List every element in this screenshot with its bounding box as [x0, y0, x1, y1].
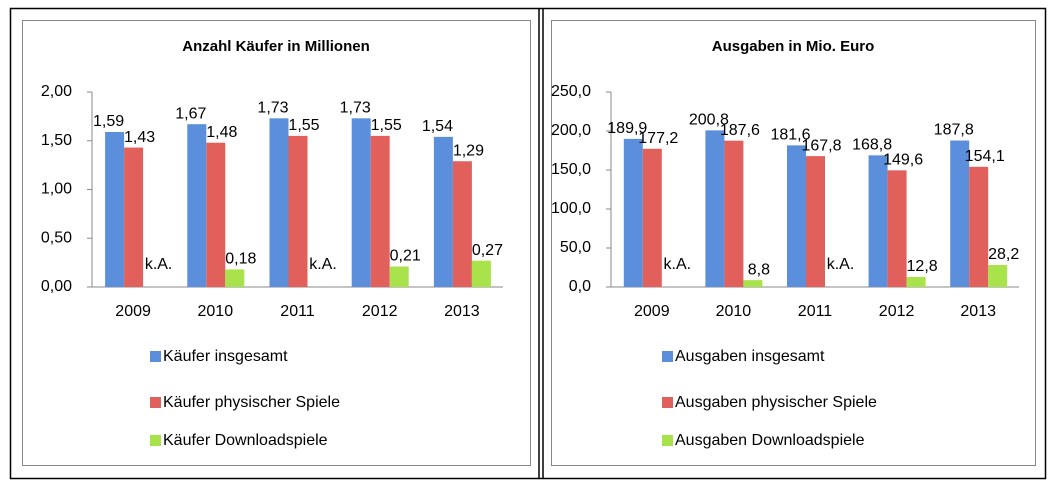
data-label: 12,8 [907, 258, 938, 275]
data-label: 149,6 [883, 152, 923, 169]
data-label: k.A. [309, 256, 337, 273]
bar [351, 118, 371, 287]
data-label: 0,21 [390, 248, 421, 265]
bar [743, 280, 763, 287]
bar [724, 140, 744, 287]
bar [370, 135, 390, 287]
data-label: 1,54 [422, 118, 453, 135]
data-label: 167,8 [801, 137, 841, 154]
legend-label: Ausgaben physischer Spiele [675, 394, 877, 411]
x-tick-label: 2012 [879, 303, 915, 320]
y-tick-label: 0,0 [569, 278, 591, 295]
bar [269, 118, 289, 287]
data-label: 0,18 [225, 251, 256, 268]
data-label: 177,2 [638, 130, 678, 147]
data-label: 1,55 [288, 117, 319, 134]
x-tick-label: 2011 [798, 303, 833, 320]
bar [868, 155, 888, 287]
data-label: 181,6 [770, 127, 810, 144]
data-label: k.A. [664, 256, 692, 273]
x-tick-label: 2013 [960, 303, 996, 320]
bar [187, 124, 207, 287]
y-tick-label: 200,0 [551, 122, 591, 139]
bar [806, 156, 825, 287]
data-label: 1,43 [124, 129, 155, 146]
data-label: 8,8 [748, 261, 770, 278]
bar [105, 131, 125, 287]
bar [389, 266, 409, 287]
data-label: 168,8 [852, 137, 892, 154]
bar [471, 260, 491, 287]
legend-label: Käufer Downloadspiele [163, 432, 328, 449]
bar [206, 142, 226, 287]
y-tick-label: 250,0 [551, 83, 591, 100]
bar [969, 166, 989, 287]
y-tick-label: 0,00 [41, 278, 72, 295]
data-label: 187,6 [720, 122, 760, 139]
x-tick-label: 2009 [115, 303, 151, 320]
data-label: 1,67 [175, 105, 206, 122]
data-label: 1,73 [340, 100, 371, 117]
legend-swatch [662, 397, 673, 408]
legend-swatch [150, 397, 161, 408]
x-tick-label: 2011 [280, 303, 315, 320]
legend-swatch [662, 435, 673, 446]
legend-label: Ausgaben Downloadspiele [675, 432, 865, 449]
bar [124, 147, 144, 287]
data-label: 200,8 [689, 112, 729, 129]
data-label: 187,8 [934, 122, 974, 139]
y-tick-label: 100,0 [551, 200, 591, 217]
y-tick-label: 0,50 [41, 229, 72, 246]
x-tick-label: 2013 [444, 303, 480, 320]
legend-label: Ausgaben insgesamt [675, 348, 825, 365]
y-tick-label: 1,50 [41, 132, 72, 149]
legend-swatch [150, 351, 161, 362]
bar [433, 136, 453, 287]
x-tick-label: 2010 [198, 303, 234, 320]
bar [988, 265, 1008, 287]
data-label: k.A. [827, 256, 855, 273]
legend-label: Käufer insgesamt [163, 348, 288, 365]
data-label: 28,2 [988, 246, 1019, 263]
data-label: 1,48 [206, 124, 237, 141]
data-label: 189,9 [607, 120, 647, 137]
legend-label: Käufer physischer Spiele [163, 394, 340, 411]
y-tick-label: 1,00 [41, 181, 72, 198]
chart-title: Ausgaben in Mio. Euro [712, 38, 875, 55]
legend-swatch [662, 351, 673, 362]
bar [887, 170, 907, 287]
data-label: 1,73 [257, 100, 288, 117]
data-label: 154,1 [965, 148, 1005, 165]
data-label: 1,29 [453, 142, 484, 159]
legend-swatch [150, 435, 161, 446]
data-label: 0,27 [472, 242, 503, 259]
bar [787, 145, 806, 287]
data-label: k.A. [145, 256, 173, 273]
y-tick-label: 2,00 [41, 83, 72, 100]
bar [950, 140, 970, 287]
bar [225, 269, 245, 287]
y-tick-label: 50,0 [560, 239, 591, 256]
bar [288, 135, 308, 287]
data-label: 1,59 [93, 113, 124, 130]
table-frame [9, 7, 1047, 480]
bar [623, 138, 643, 287]
x-tick-label: 2009 [634, 303, 670, 320]
y-tick-label: 150,0 [551, 161, 591, 178]
data-label: 1,55 [371, 117, 402, 134]
chart-title: Anzahl Käufer in Millionen [182, 38, 370, 55]
x-tick-label: 2010 [716, 303, 752, 320]
x-tick-label: 2012 [362, 303, 398, 320]
bar [705, 130, 725, 287]
bar [906, 277, 926, 287]
bar [452, 161, 472, 287]
bar [642, 148, 662, 287]
